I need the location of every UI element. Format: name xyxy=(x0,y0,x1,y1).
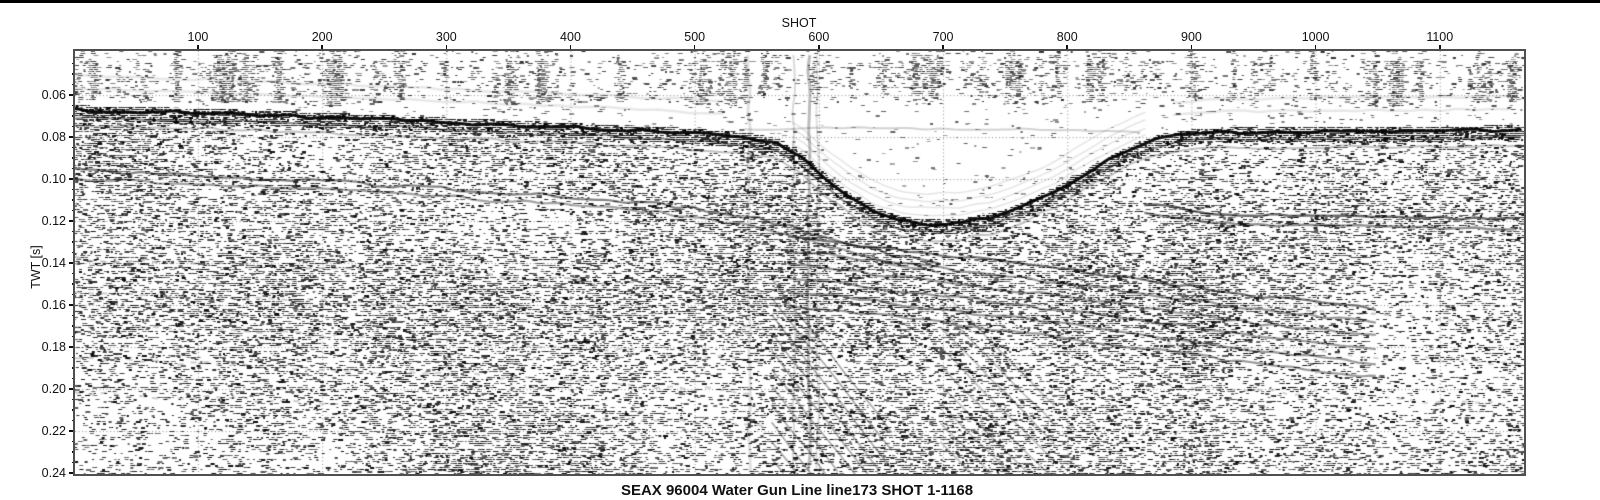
x-axis-tick-label: 200 xyxy=(311,30,333,44)
x-axis-tick-mark xyxy=(693,45,696,51)
y-axis-tick-mark xyxy=(69,304,75,306)
y-axis-tick-label: 0.22 xyxy=(41,424,66,439)
x-axis-tick-label: 1000 xyxy=(1301,30,1330,44)
x-axis-tick-mark xyxy=(942,45,944,51)
x-axis-tick-label: 1100 xyxy=(1426,30,1454,44)
y-axis-tick-mark xyxy=(69,220,75,222)
x-axis-tick-mark xyxy=(445,45,448,51)
x-axis-tick-label: 900 xyxy=(1180,30,1202,44)
x-axis-tick-label: 800 xyxy=(1056,30,1078,44)
y-axis-tick-label: 0.16 xyxy=(41,298,66,313)
seismic-section-image xyxy=(75,51,1524,474)
x-axis-tick-mark xyxy=(1066,45,1068,51)
y-axis-tick-label: 0.06 xyxy=(41,88,66,103)
x-axis-tick-label: 300 xyxy=(435,30,457,44)
y-axis-tick-mark xyxy=(69,430,75,432)
x-axis-tick-mark xyxy=(197,45,199,51)
x-axis-title: SHOT xyxy=(781,16,817,30)
x-axis-tick-label: 700 xyxy=(932,30,954,44)
x-axis-tick-mark xyxy=(1439,45,1441,51)
x-axis-tick-mark xyxy=(1190,45,1193,51)
y-axis-tick-mark xyxy=(69,388,75,390)
y-axis-tick-mark xyxy=(69,346,75,348)
x-axis-tick-label: 400 xyxy=(560,30,581,44)
x-axis-tick-mark xyxy=(1314,45,1317,51)
y-axis-tick-label: 0.18 xyxy=(41,340,66,355)
y-axis-tick-label: 0.12 xyxy=(41,214,66,229)
y-axis-tick-mark xyxy=(69,136,75,138)
y-axis-tick-label: 0.24 xyxy=(41,466,66,481)
y-axis-tick-mark xyxy=(69,178,75,180)
x-axis-tick-mark xyxy=(818,45,820,51)
x-axis-tick-label: 100 xyxy=(187,30,209,44)
y-axis-tick-label: 0.14 xyxy=(41,256,66,271)
y-axis-tick-mark xyxy=(69,94,75,96)
y-axis-tick-mark xyxy=(69,262,75,264)
y-axis-tick-label: 0.10 xyxy=(41,172,66,187)
x-axis-tick-label: 500 xyxy=(684,30,706,44)
top-border-rule xyxy=(0,0,1600,3)
x-axis-tick-mark xyxy=(321,45,323,51)
plot-title: SEAX 96004 Water Gun Line line173 SHOT 1… xyxy=(620,482,974,499)
x-axis-tick-mark xyxy=(569,45,572,51)
y-axis-tick-label: 0.20 xyxy=(41,382,66,397)
y-axis-tick-mark xyxy=(69,472,75,474)
y-axis-tick-label: 0.08 xyxy=(41,130,66,145)
x-axis-tick-label: 600 xyxy=(808,30,830,44)
